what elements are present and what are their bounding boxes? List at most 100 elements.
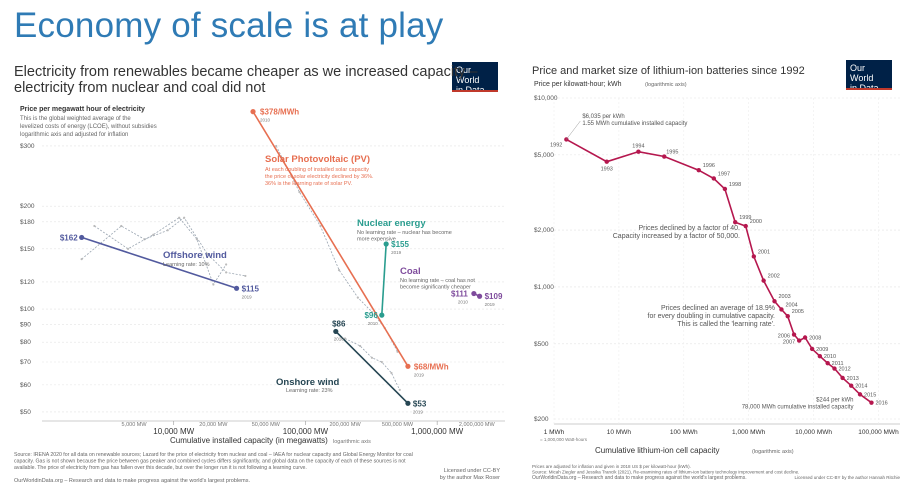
battery-price-point	[869, 400, 874, 405]
chart2-y-tick-label: $1,000	[534, 284, 554, 291]
chart2-xlabel-note: (logarithmic axis)	[752, 449, 794, 455]
chart1-annual-point	[356, 296, 359, 299]
chart1-annual-point	[80, 257, 83, 261]
chart2-x-tick-label: 1 MWh	[544, 429, 565, 436]
chart1-annual-point	[275, 144, 278, 148]
battery-price-point	[722, 186, 728, 192]
chart1-xlabel: Cumulative installed capacity (in megawa…	[170, 436, 328, 445]
coal-note: No learning rate – coal has not	[400, 278, 475, 284]
chart1-annual-point	[337, 268, 341, 272]
chart1-title-line2: electricity from nuclear and coal did no…	[14, 80, 265, 96]
chart1-annual-point	[166, 229, 169, 232]
battery-year-label: 1997	[718, 171, 730, 177]
chart1-source: available. The price of electricity from…	[14, 465, 307, 471]
chart2-x-tick-label: 100,000 MWh	[858, 429, 899, 436]
nuclear-name: Nuclear energy	[357, 218, 426, 229]
onshore-wind-name: Onshore wind	[276, 377, 340, 388]
chart1-source: Source: IRENA 2020 for all data on renew…	[14, 452, 413, 458]
logo-line1: Our World	[456, 65, 480, 85]
battery-year-label: 2007	[783, 340, 795, 346]
battery-price-point	[636, 149, 641, 154]
chart2-ylabel: Price per kilowatt-hour; kWh	[534, 81, 622, 88]
chart1-source: capacity. Gas is not shown because the p…	[14, 459, 406, 465]
chart1-annual-point	[212, 283, 215, 286]
chart1-x-tick-label: 100,000 MW	[283, 427, 329, 436]
chart1-annual-point	[126, 247, 130, 250]
onshore-wind-start-label: $86	[332, 319, 346, 328]
battery-year-label: 2006	[778, 334, 790, 340]
battery-price-point	[791, 332, 797, 337]
nuclear-end-year: 2019	[391, 250, 402, 255]
onshore-wind-end-point	[405, 400, 411, 406]
chart2-end-annotation: 78,000 MWh cumulative installed capacity	[742, 405, 854, 411]
chart1-ylabel: Price per megawatt hour of electricity	[20, 106, 145, 113]
offshore-wind-end-label: $115	[242, 284, 260, 293]
battery-price-point	[832, 366, 837, 371]
onshore-wind-start-year: 2010	[334, 336, 345, 341]
solar-pv-end-label: $68/MWh	[414, 362, 449, 371]
owid-logo-left-accent	[452, 90, 498, 92]
chart2-y-tick-label: $2,000	[534, 227, 554, 234]
chart2-source: Prices are adjusted for inflation and gi…	[532, 464, 691, 469]
battery-price-point	[785, 314, 790, 319]
chart1-annual-point	[93, 224, 96, 228]
battery-year-label: 2009	[816, 347, 828, 353]
chart2-source: Source: Micah Ziegler and Jessika Tranci…	[532, 470, 799, 475]
battery-price-point	[733, 220, 738, 225]
chart1-annual-point	[152, 233, 155, 236]
chart1-y-tick-label: $150	[20, 246, 35, 253]
battery-price-point	[564, 137, 569, 142]
battery-year-label: 1999	[739, 215, 751, 221]
chart2-y-tick-label: $200	[534, 416, 549, 423]
chart1-y-tick-label: $180	[20, 219, 35, 226]
nuclear-note: more expensive	[357, 237, 396, 243]
onshore-wind-start-point	[333, 328, 339, 335]
battery-year-label: 2000	[750, 219, 762, 225]
onshore-wind-note: Learning rate: 23%	[286, 388, 333, 394]
solar-pv-end-point	[405, 363, 411, 369]
chart1-y-tick-label: $60	[20, 382, 31, 389]
chart2-annotation-learning-rate: This is called the 'learning rate'.	[677, 321, 775, 328]
chart1-annual-point	[225, 263, 228, 266]
onshore-wind-end-year: 2019	[413, 409, 424, 414]
battery-year-label: 2008	[809, 335, 821, 341]
offshore-wind-line	[81, 236, 237, 290]
chart1-annual-point	[319, 224, 322, 228]
coal-start-label: $111	[451, 290, 468, 299]
coal-note: become significantly cheaper	[400, 285, 471, 291]
solar-pv-note: At each doubling of installed solar capa…	[265, 167, 369, 173]
battery-price-point	[825, 360, 830, 366]
chart2-start-annotation: $6,035 per kWh	[582, 114, 624, 120]
chart2-annotation-factor: Capacity increased by a factor of 50,000…	[613, 233, 740, 240]
chart1-x-minor-tick-label: 500,000 MW	[382, 422, 414, 428]
solar-pv-start-label: $378/MWh	[260, 108, 299, 117]
battery-price-point	[772, 299, 777, 304]
coal-start-point	[471, 290, 477, 297]
chart1-y-tick-label: $70	[20, 359, 31, 366]
battery-price-chart: Price and market size of lithium-ion bat…	[532, 65, 900, 481]
chart2-footer: OurWorldinData.org – Research and data t…	[532, 475, 747, 481]
solar-pv-line	[252, 111, 409, 367]
battery-price-point	[779, 307, 784, 312]
chart1-ylabel-note: This is the global weighted average of t…	[20, 116, 131, 122]
chart1-license: by the author Max Roser	[440, 475, 500, 481]
chart2-y-tick-label: $500	[534, 341, 549, 348]
battery-price-point	[761, 278, 766, 283]
chart1-x-minor-tick-label: 5,000 MW	[122, 422, 148, 428]
chart1-y-tick-label: $50	[20, 409, 31, 416]
battery-year-label: 1996	[703, 163, 715, 169]
chart1-annual-point	[370, 310, 374, 314]
battery-price-point	[743, 223, 748, 229]
battery-year-label: 1998	[729, 182, 741, 188]
coal-end-point	[476, 293, 483, 299]
chart2-x-tick-label: 100 MWh	[670, 429, 698, 436]
chart1-annual-point	[380, 360, 383, 364]
battery-year-label: 2010	[824, 354, 836, 360]
battery-year-label: 2002	[768, 274, 780, 280]
battery-year-label: 2015	[864, 392, 876, 398]
chart1-y-tick-label: $100	[20, 306, 35, 313]
nuclear-start-label: $96	[364, 311, 378, 320]
chart1-ylabel-note: levelized costs of energy (LCOE), withou…	[20, 124, 157, 130]
chart2-x-tick-label: 10 MWh	[607, 429, 632, 436]
